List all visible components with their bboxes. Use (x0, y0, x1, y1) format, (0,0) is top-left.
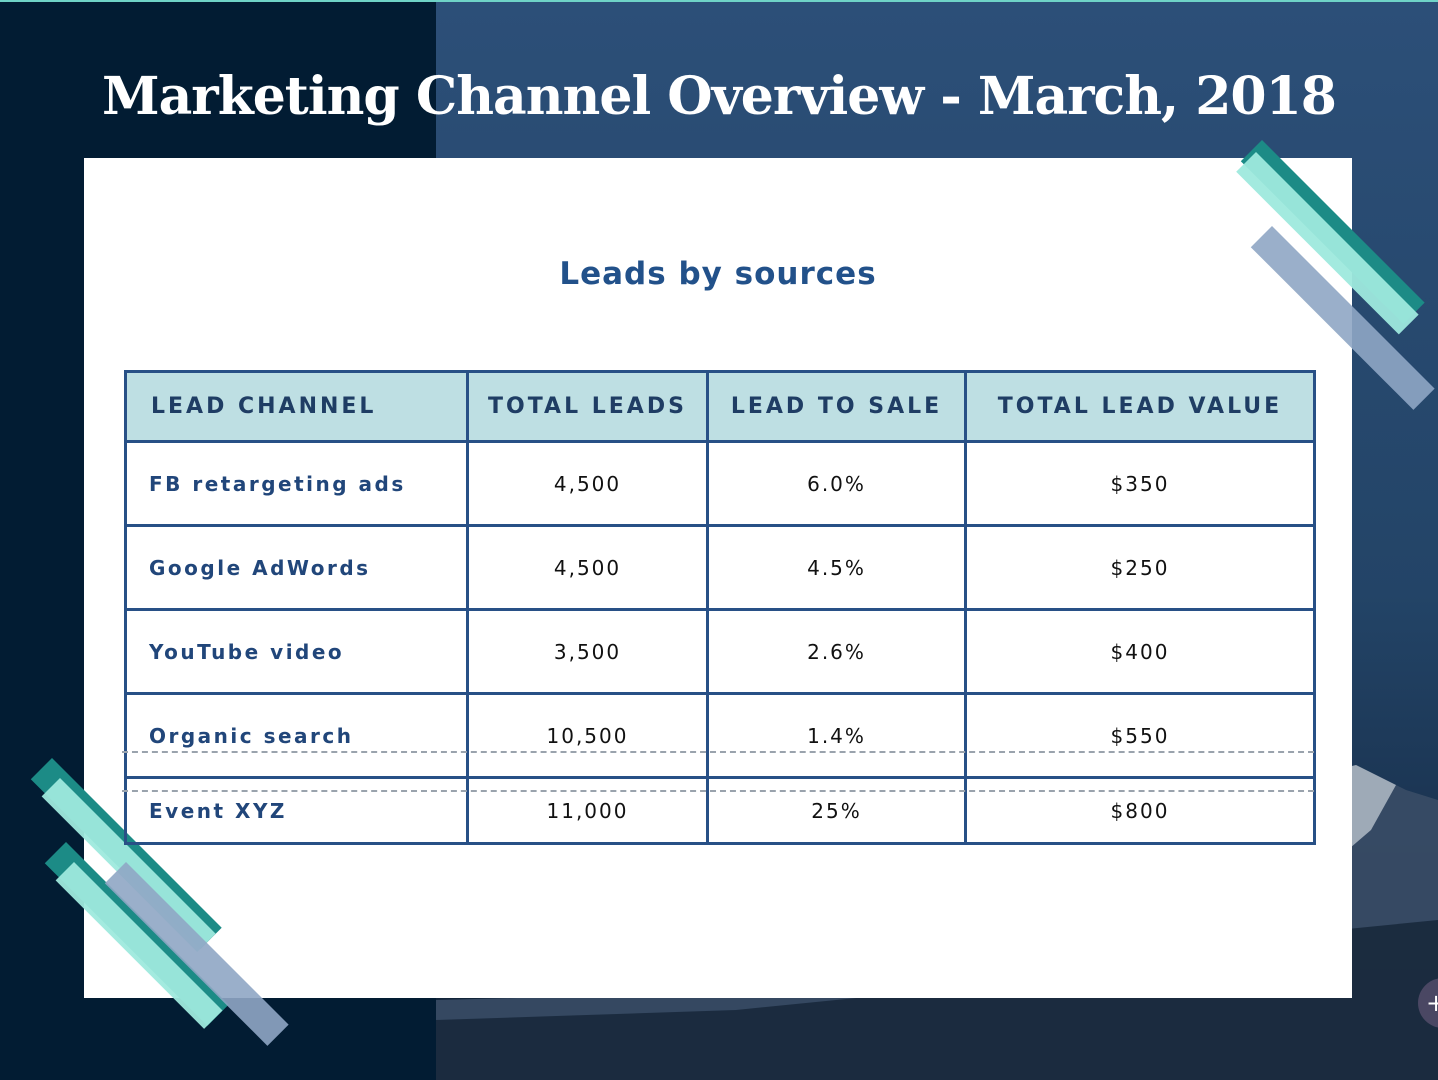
total-leads-cell[interactable]: 10,500 (466, 692, 709, 779)
lead-value-cell[interactable]: $350 (964, 440, 1316, 527)
lead-to-sale-cell[interactable]: 25% (706, 776, 967, 845)
table-title: Leads by sources (559, 256, 877, 292)
table-row: Event XYZ 11,000 25% $800 (124, 776, 1316, 845)
lead-to-sale-cell[interactable]: 4.5% (706, 524, 967, 611)
lead-channel-cell[interactable]: Event XYZ (124, 776, 469, 845)
lead-channel-cell[interactable]: FB retargeting ads (124, 440, 469, 527)
plus-icon: + (1426, 989, 1438, 1017)
lead-to-sale-cell[interactable]: 1.4% (706, 692, 967, 779)
lead-channel-cell[interactable]: Google AdWords (124, 524, 469, 611)
lead-value-cell[interactable]: $250 (964, 524, 1316, 611)
header-total-lead-value: TOTAL LEAD VALUE (964, 370, 1316, 443)
lead-value-cell[interactable]: $800 (964, 776, 1316, 845)
header-lead-channel: LEAD CHANNEL (124, 370, 469, 443)
table-row: Google AdWords 4,500 4.5% $250 (124, 524, 1316, 611)
total-leads-cell[interactable]: 3,500 (466, 608, 709, 695)
lead-channel-cell[interactable]: Organic search (124, 692, 469, 779)
lead-to-sale-cell[interactable]: 6.0% (706, 440, 967, 527)
total-leads-cell[interactable]: 4,500 (466, 440, 709, 527)
lead-channel-cell[interactable]: YouTube video (124, 608, 469, 695)
dashed-guide-line (122, 751, 1314, 753)
table-header-row: LEAD CHANNEL TOTAL LEADS LEAD TO SALE TO… (124, 370, 1316, 443)
total-leads-cell[interactable]: 11,000 (466, 776, 709, 845)
table-row: YouTube video 3,500 2.6% $400 (124, 608, 1316, 695)
lead-value-cell[interactable]: $550 (964, 692, 1316, 779)
header-lead-to-sale: LEAD TO SALE (706, 370, 967, 443)
table-row: FB retargeting ads 4,500 6.0% $350 (124, 440, 1316, 527)
header-total-leads: TOTAL LEADS (466, 370, 709, 443)
slide-title: Marketing Channel Overview - March, 2018 (102, 66, 1337, 127)
total-leads-cell[interactable]: 4,500 (466, 524, 709, 611)
lead-to-sale-cell[interactable]: 2.6% (706, 608, 967, 695)
lead-value-cell[interactable]: $400 (964, 608, 1316, 695)
table-row: Organic search 10,500 1.4% $550 (124, 692, 1316, 779)
add-button[interactable]: + (1418, 978, 1438, 1028)
dashed-guide-line (122, 790, 1314, 792)
top-accent-rule (0, 0, 1438, 2)
leads-table: LEAD CHANNEL TOTAL LEADS LEAD TO SALE TO… (124, 370, 1316, 845)
